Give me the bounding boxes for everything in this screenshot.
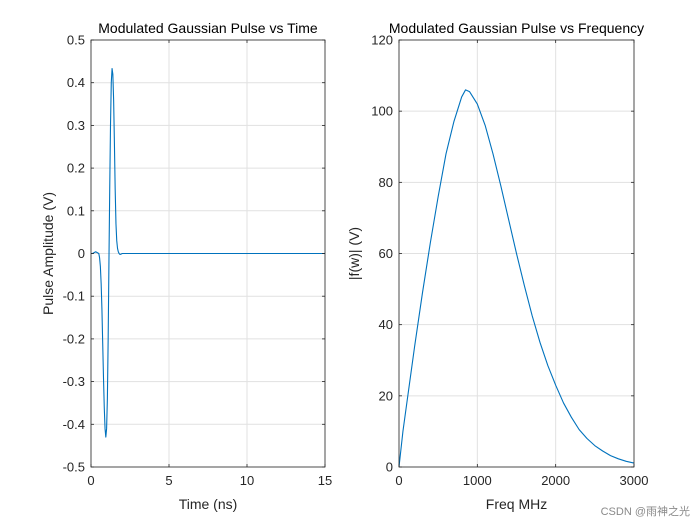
x-axis-label: Freq MHz (486, 496, 547, 512)
y-tick-label: -0.5 (63, 460, 85, 475)
y-tick-label: 20 (379, 388, 393, 403)
y-tick-label: 0.3 (67, 118, 85, 133)
series-line-spectrum (398, 89, 635, 468)
y-tick-label: -0.2 (63, 331, 85, 346)
y-tick-label: 60 (379, 246, 393, 261)
x-tick-label: 2000 (541, 473, 570, 488)
x-tick-label: 10 (240, 473, 254, 488)
y-tick-label: 40 (379, 317, 393, 332)
y-tick-label: 0.5 (67, 33, 85, 48)
chart-title: Modulated Gaussian Pulse vs Time (98, 20, 318, 36)
y-tick-label: 100 (371, 104, 393, 119)
watermark-text: CSDN @雨神之光 (601, 504, 690, 518)
chart-title: Modulated Gaussian Pulse vs Frequency (389, 20, 644, 36)
series-line-pulse (91, 68, 325, 438)
x-tick-label: 15 (318, 473, 332, 488)
x-tick-label: 3000 (620, 473, 649, 488)
y-tick-label: -0.4 (63, 417, 85, 432)
y-tick-label: -0.1 (63, 289, 85, 304)
x-axis-label: Time (ns) (179, 496, 238, 512)
y-tick-label: 0 (386, 460, 393, 475)
time-plot: 0 5 10 15 -0.5 -0.4 -0.3 -0.2 -0.1 0 0.1 0.2 0.3 0.4 0… (40, 20, 332, 512)
x-tick-label: 5 (165, 473, 172, 488)
y-tick-label: -0.3 (63, 374, 85, 389)
y-tick-label: 80 (379, 175, 393, 190)
y-tick-label: 0.1 (67, 203, 85, 218)
y-tick-label: 0.4 (67, 75, 85, 90)
y-axis-label: |f(w)| (V) (346, 227, 362, 280)
x-tick-label: 1000 (463, 473, 492, 488)
y-tick-label: 0 (78, 246, 85, 261)
x-tick-label: 0 (395, 473, 402, 488)
x-tick-label: 0 (87, 473, 94, 488)
y-axis-label: Pulse Amplitude (V) (40, 192, 56, 315)
y-tick-label: 120 (371, 33, 393, 48)
y-tick-label: 0.2 (67, 161, 85, 176)
